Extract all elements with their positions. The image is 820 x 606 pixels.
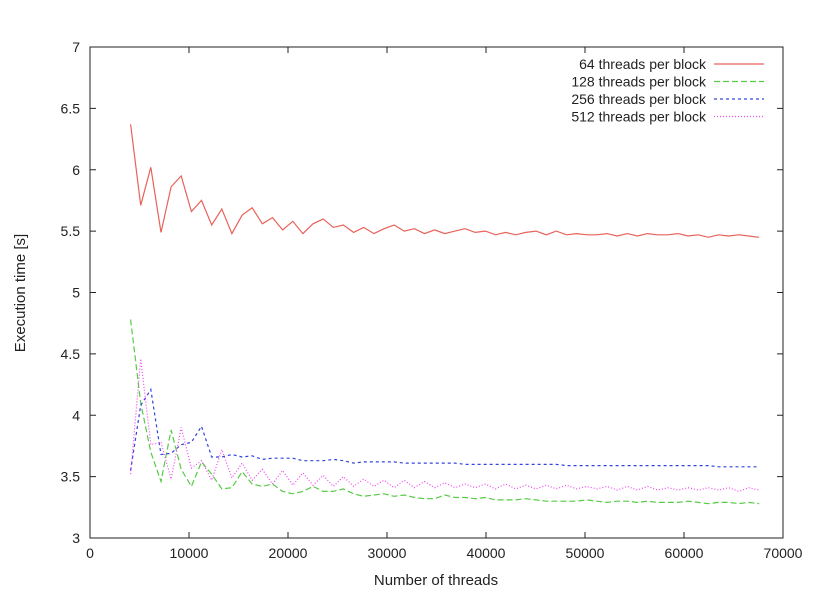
y-tick-label: 4 <box>72 407 80 423</box>
x-tick-label: 20000 <box>269 545 308 561</box>
x-tick-label: 50000 <box>566 545 605 561</box>
axes-layer: 0 10000 20000 30000 40000 50000 60000 70000 3 3.5… <box>61 39 803 561</box>
y-tick-label: 3.5 <box>61 469 81 485</box>
series-layer <box>130 124 760 505</box>
y-tick-label: 3 <box>72 530 80 546</box>
legend: 64 threads per block 128 threads per bloc… <box>571 56 764 125</box>
y-axis-label: Execution time [s] <box>12 234 29 352</box>
x-tick-label: 30000 <box>368 545 407 561</box>
legend-label-4: 512 threads per block <box>571 109 707 125</box>
series-line-1 <box>130 124 760 238</box>
x-axis-label: Number of threads <box>374 572 498 589</box>
legend-label-2: 128 threads per block <box>571 74 707 90</box>
y-tick-label: 7 <box>72 39 80 55</box>
x-tick-label: 40000 <box>467 545 506 561</box>
x-tick-label: 10000 <box>170 545 209 561</box>
series-line-2 <box>130 319 760 505</box>
x-tick-label: 60000 <box>665 545 704 561</box>
y-tick-label: 6 <box>72 162 80 178</box>
y-tick-label: 6.5 <box>61 100 81 116</box>
y-tick-label: 5.5 <box>61 223 81 239</box>
series-line-3 <box>130 387 760 471</box>
series-line-4 <box>130 358 760 493</box>
legend-label-3: 256 threads per block <box>571 91 707 107</box>
y-tick-label: 4.5 <box>61 346 81 362</box>
legend-label-1: 64 threads per block <box>579 56 707 72</box>
x-tick-label: 70000 <box>764 545 803 561</box>
x-tick-label: 0 <box>86 545 94 561</box>
y-tick-label: 5 <box>72 285 80 301</box>
